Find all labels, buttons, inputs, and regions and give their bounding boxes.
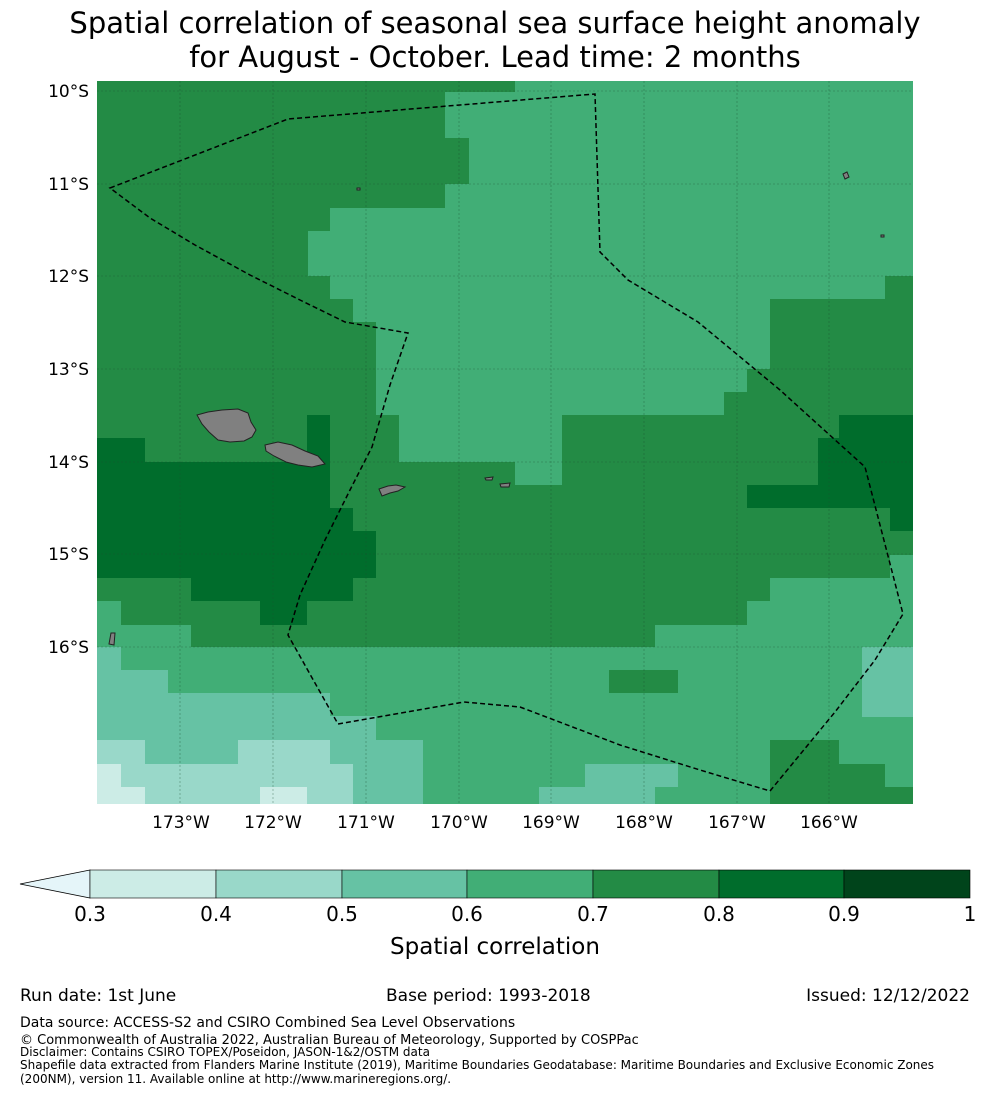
lat-label: 15°S (48, 545, 89, 565)
run-date: Run date: 1st June (20, 986, 177, 1006)
lon-label: 170°W (430, 813, 488, 833)
lon-label: 166°W (800, 813, 858, 833)
island-upolu (264, 441, 326, 468)
lon-label: 171°W (337, 813, 395, 833)
land-masses (108, 171, 885, 646)
colorbar-tick: 1 (964, 902, 977, 926)
field-patch-south (609, 670, 678, 693)
colorbar-segment (341, 869, 468, 899)
colorbar-tick: 0.6 (451, 902, 483, 926)
graticule (97, 81, 913, 804)
colorbar-segment (466, 869, 594, 899)
island-tutuila (378, 484, 407, 497)
correlation-field (97, 81, 913, 804)
colorbar: 0.3 0.4 0.5 0.6 0.7 0.8 0.9 1 Spatial co… (19, 869, 977, 960)
island-tau (499, 482, 511, 488)
lon-label: 169°W (522, 813, 580, 833)
islet-north (356, 187, 361, 191)
lat-label: 13°S (48, 360, 89, 380)
field-zone-west-high (97, 415, 376, 625)
field-patch-lowest-west (97, 764, 145, 804)
map-figure: 10°S 11°S 12°S 13°S 14°S 15°S 16°S 173°W… (19, 81, 977, 960)
colorbar-segment (89, 869, 217, 899)
lat-label: 14°S (48, 453, 89, 473)
lat-label: 10°S (48, 82, 89, 102)
field-zone-east-high (747, 415, 913, 531)
field-patch-southeast (770, 740, 913, 804)
islet-northeast (842, 171, 850, 180)
map-title-line-2: for August - October. Lead time: 2 month… (189, 40, 801, 74)
lat-label: 12°S (48, 267, 89, 287)
field-patch-lowest-center (260, 787, 307, 804)
lon-label: 168°W (615, 813, 673, 833)
colorbar-tick: 0.7 (577, 902, 609, 926)
colorbar-tick: 0.3 (74, 902, 106, 926)
disclaimer-note: Disclaimer: Contains CSIRO TOPEX/Poseido… (20, 1045, 430, 1059)
shapefile-note-line-2: (200NM), version 11. Available online at… (20, 1072, 452, 1086)
islet-east (880, 234, 885, 238)
base-period: Base period: 1993-2018 (386, 986, 591, 1006)
lat-label: 16°S (48, 638, 89, 658)
islet-southwest (108, 632, 116, 646)
island-savaii (196, 408, 257, 443)
map-title-line-1: Spatial correlation of seasonal sea surf… (69, 6, 921, 40)
shapefile-note-line-1: Shapefile data extracted from Flanders M… (20, 1058, 935, 1072)
colorbar-tick: 0.5 (326, 902, 358, 926)
colorbar-segment (592, 869, 720, 899)
colorbar-segment (718, 869, 845, 899)
field-patch-south-light (539, 764, 678, 804)
colorbar-segment (215, 869, 343, 899)
field-zone-north-west (97, 81, 515, 415)
issued-date: Issued: 12/12/2022 (806, 986, 970, 1006)
lon-label: 167°W (708, 813, 766, 833)
colorbar-tick: 0.4 (200, 902, 232, 926)
lon-label: 173°W (152, 813, 210, 833)
field-patch-east-light (862, 647, 913, 717)
colorbar-tick: 0.9 (828, 902, 860, 926)
colorbar-extend-triangle (19, 869, 91, 899)
colorbar-label: Spatial correlation (390, 934, 600, 960)
lon-label: 172°W (244, 813, 302, 833)
island-ofu (484, 476, 494, 481)
eez-boundary (108, 93, 904, 792)
copyright-note: © Commonwealth of Australia 2022, Austra… (20, 1033, 639, 1048)
lat-label: 11°S (48, 175, 89, 195)
data-source: Data source: ACCESS-S2 and CSIRO Combine… (20, 1015, 516, 1031)
colorbar-segment (843, 869, 971, 899)
colorbar-tick: 0.8 (703, 902, 735, 926)
